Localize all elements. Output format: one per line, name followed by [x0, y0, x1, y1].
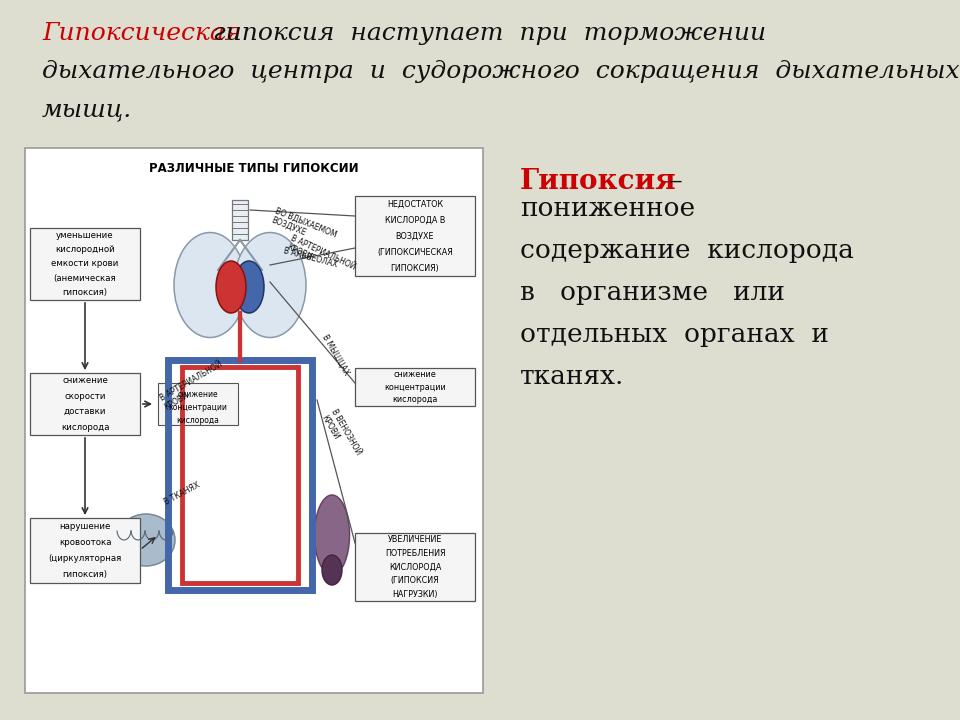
FancyBboxPatch shape	[25, 148, 483, 693]
Text: (циркуляторная: (циркуляторная	[48, 554, 122, 563]
Text: в   организме   или: в организме или	[520, 280, 785, 305]
Text: кислорода: кислорода	[177, 416, 220, 425]
Text: Гипоксия: Гипоксия	[520, 168, 677, 195]
Text: концентрации: концентрации	[169, 403, 228, 412]
Text: кислородной: кислородной	[55, 245, 115, 254]
Text: –: –	[660, 168, 683, 195]
Text: отдельных  органах  и: отдельных органах и	[520, 322, 828, 347]
FancyBboxPatch shape	[355, 368, 475, 406]
Text: гипоксия): гипоксия)	[62, 288, 108, 297]
Text: кровоотока: кровоотока	[59, 538, 111, 547]
Text: снижение: снижение	[394, 370, 437, 379]
Text: дыхательного  центра  и  судорожного  сокращения  дыхательных: дыхательного центра и судорожного сокращ…	[42, 60, 960, 83]
Text: снижение: снижение	[62, 377, 108, 385]
Text: УВЕЛИЧЕНИЕ: УВЕЛИЧЕНИЕ	[388, 535, 443, 544]
Text: гипоксия): гипоксия)	[62, 570, 108, 580]
Ellipse shape	[322, 555, 342, 585]
Text: ВОЗДУХЕ: ВОЗДУХЕ	[396, 232, 434, 240]
Text: емкости крови: емкости крови	[51, 259, 119, 269]
Text: КИСЛОРОДА: КИСЛОРОДА	[389, 562, 442, 572]
Text: В АЛЬВЕОЛАХ: В АЛЬВЕОЛАХ	[282, 246, 338, 269]
Text: НЕДОСТАТОК: НЕДОСТАТОК	[387, 199, 444, 209]
Text: КИСЛОРОДА В: КИСЛОРОДА В	[385, 215, 445, 225]
Bar	[232, 200, 248, 240]
Text: снижение: снижение	[178, 390, 218, 399]
Text: нарушение: нарушение	[60, 521, 110, 531]
Text: ГИПОКСИЯ): ГИПОКСИЯ)	[391, 264, 440, 272]
Text: тканях.: тканях.	[520, 364, 624, 389]
Text: В ТКАНЯХ: В ТКАНЯХ	[163, 481, 202, 507]
Ellipse shape	[234, 233, 306, 338]
Text: мышц.: мышц.	[42, 98, 132, 121]
Text: (ГИПОКСИЧЕСКАЯ: (ГИПОКСИЧЕСКАЯ	[377, 248, 453, 256]
Text: (анемическая: (анемическая	[54, 274, 116, 283]
Text: содержание  кислорода: содержание кислорода	[520, 238, 853, 263]
Text: РАЗЛИЧНЫЕ ТИПЫ ГИПОКСИИ: РАЗЛИЧНЫЕ ТИПЫ ГИПОКСИИ	[149, 162, 359, 175]
FancyBboxPatch shape	[30, 518, 140, 583]
Text: В АРТЕРИАЛЬНОЙ
КРОВИ: В АРТЕРИАЛЬНОЙ КРОВИ	[285, 233, 357, 281]
Ellipse shape	[117, 514, 175, 566]
Text: концентрации: концентрации	[384, 382, 445, 392]
Text: ВО ВДЫХАЕМОМ
ВОЗДУХЕ: ВО ВДЫХАЕМОМ ВОЗДУХЕ	[270, 206, 338, 248]
Text: скорости: скорости	[64, 392, 106, 401]
FancyBboxPatch shape	[30, 228, 140, 300]
FancyBboxPatch shape	[355, 533, 475, 601]
Text: пониженное: пониженное	[520, 196, 695, 221]
Text: кислорода: кислорода	[60, 423, 109, 432]
Ellipse shape	[216, 261, 246, 313]
FancyBboxPatch shape	[158, 383, 238, 425]
Text: В МЫШЦАХ: В МЫШЦАХ	[320, 333, 350, 377]
Text: В ВЕНОЗНОЙ
КРОВИ: В ВЕНОЗНОЙ КРОВИ	[320, 408, 363, 462]
FancyBboxPatch shape	[355, 196, 475, 276]
FancyBboxPatch shape	[30, 373, 140, 435]
Text: НАГРУЗКИ): НАГРУЗКИ)	[393, 590, 438, 599]
Ellipse shape	[234, 261, 264, 313]
Text: гипоксия  наступает  при  торможении: гипоксия наступает при торможении	[205, 22, 766, 45]
Text: Гипоксическая: Гипоксическая	[42, 22, 241, 45]
Ellipse shape	[315, 495, 349, 575]
Text: ПОТРЕБЛЕНИЯ: ПОТРЕБЛЕНИЯ	[385, 549, 445, 558]
Text: (ГИПОКСИЯ: (ГИПОКСИЯ	[391, 576, 440, 585]
Text: кислорода: кислорода	[393, 395, 438, 404]
Text: доставки: доставки	[63, 408, 107, 416]
Text: В АРТЕРИАЛЬНОЙ
КРОВИ: В АРТЕРИАЛЬНОЙ КРОВИ	[158, 360, 228, 412]
Ellipse shape	[174, 233, 246, 338]
Text: уменьшение: уменьшение	[57, 230, 114, 240]
